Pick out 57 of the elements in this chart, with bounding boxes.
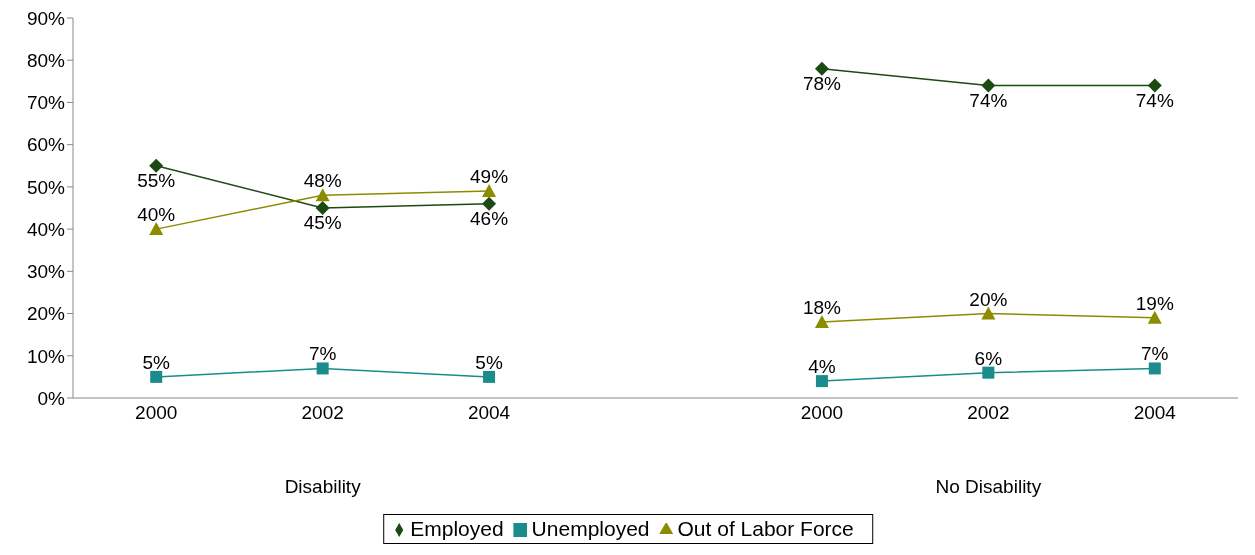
y-tick-label: 10%	[26, 345, 66, 367]
point	[482, 196, 497, 211]
point	[149, 158, 164, 173]
data-label: 49%	[470, 166, 509, 188]
y-tick-label: 60%	[26, 134, 66, 156]
y-tick-label: 30%	[26, 261, 66, 283]
data-label: 55%	[137, 170, 176, 192]
y-tick-label: 90%	[26, 7, 66, 29]
data-label: 5%	[475, 351, 503, 373]
point	[981, 78, 996, 93]
point	[814, 315, 829, 328]
data-label: 46%	[470, 208, 509, 230]
point	[150, 370, 163, 383]
data-label: 19%	[1135, 292, 1174, 314]
y-tick-label: 0%	[37, 387, 66, 409]
legend-label: Unemployed	[531, 517, 650, 540]
y-tick-label: 50%	[26, 176, 66, 198]
data-label: 45%	[303, 212, 342, 234]
y-tick-label: 40%	[26, 218, 66, 240]
point	[1147, 310, 1162, 324]
data-label: 5%	[142, 351, 171, 373]
point	[315, 188, 330, 202]
data-label: 40%	[137, 204, 176, 226]
point	[981, 306, 996, 320]
data-label: 7%	[1141, 343, 1169, 365]
data-label: 78%	[802, 73, 842, 95]
legend-label: Employed	[410, 517, 504, 540]
data-label: 18%	[802, 297, 842, 318]
legend-label: Out of Labor Force	[677, 517, 854, 540]
point	[982, 366, 995, 379]
x-tick-label: 2000	[135, 402, 178, 424]
data-label: 74%	[969, 90, 1008, 112]
text: No Disability	[934, 476, 1043, 498]
y-tick-label: 70%	[26, 92, 66, 114]
point	[315, 201, 330, 215]
point	[149, 222, 164, 236]
data-label: 7%	[308, 343, 337, 365]
text: Disability	[283, 476, 362, 498]
x-tick-label: 2000	[800, 402, 844, 424]
x-tick-label: 2002	[967, 402, 1010, 424]
point	[815, 375, 828, 388]
data-label: 48%	[303, 170, 342, 192]
data-label: 74%	[1135, 90, 1174, 112]
data-label: 4%	[808, 356, 836, 378]
x-tick-label: 2002	[301, 402, 344, 424]
point	[483, 370, 496, 383]
x-tick-label: 2004	[1133, 402, 1177, 424]
x-tick-label: 2004	[467, 402, 511, 424]
data-label: 20%	[969, 288, 1008, 310]
point	[316, 362, 329, 375]
point	[482, 184, 497, 198]
point	[1148, 362, 1161, 375]
y-tick-label: 80%	[26, 49, 66, 71]
point	[1147, 78, 1162, 93]
point	[814, 61, 829, 76]
y-tick-label: 20%	[26, 303, 66, 325]
data-label: 6%	[974, 347, 1003, 369]
